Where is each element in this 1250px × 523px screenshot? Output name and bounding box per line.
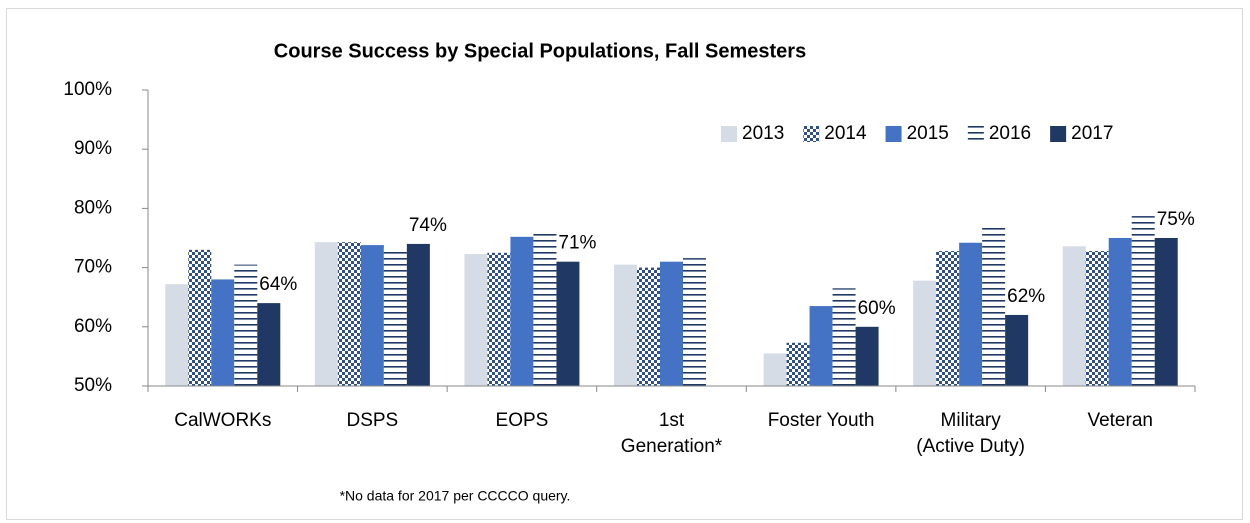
bar — [211, 279, 235, 386]
bar — [165, 284, 189, 386]
bar — [1108, 238, 1132, 386]
legend-swatch — [1050, 126, 1067, 142]
bar — [257, 303, 281, 386]
bar — [786, 342, 810, 386]
bar — [660, 261, 683, 386]
bar — [809, 306, 833, 386]
x-tick-label: DSPS — [346, 410, 399, 431]
bar — [487, 252, 511, 386]
bar — [1154, 238, 1178, 386]
bar — [936, 251, 960, 386]
bar — [614, 264, 637, 386]
data-label: 64% — [259, 274, 297, 295]
chart-title: Course Success by Special Populations, F… — [274, 40, 806, 62]
legend-swatch — [803, 126, 820, 142]
bar — [314, 242, 338, 386]
bar — [406, 243, 430, 386]
x-tick-label: Veteran — [1087, 410, 1153, 431]
legend-label: 2014 — [824, 123, 867, 144]
x-tick-label: Military (Active Duty) — [916, 410, 1026, 457]
legend-swatch — [885, 126, 902, 142]
bar — [683, 258, 706, 386]
bar — [637, 267, 660, 386]
bar — [360, 245, 384, 386]
bar — [234, 264, 258, 386]
legend-label: 2017 — [1071, 123, 1113, 144]
bar — [533, 232, 557, 386]
y-tick-label: 50% — [74, 375, 112, 396]
x-tick-label: EOPS — [495, 410, 549, 431]
bar — [337, 242, 361, 386]
data-label: 60% — [858, 298, 896, 319]
legend-swatch — [967, 126, 984, 142]
y-tick-label: 70% — [74, 257, 112, 278]
bar — [1062, 246, 1086, 386]
data-label: 71% — [558, 233, 596, 254]
bar — [763, 353, 787, 386]
bar — [556, 261, 580, 386]
bar — [913, 280, 937, 386]
bar — [1131, 216, 1155, 386]
y-tick-label: 60% — [74, 316, 112, 337]
footnote: *No data for 2017 per CCCCO query. — [340, 488, 571, 504]
data-label: 75% — [1157, 209, 1195, 230]
legend-label: 2013 — [742, 123, 784, 144]
data-label: 74% — [409, 215, 447, 236]
legend-swatch — [721, 126, 737, 142]
legend-label: 2015 — [907, 123, 949, 144]
bar — [832, 288, 856, 386]
bar — [959, 242, 983, 386]
bar — [1085, 251, 1109, 386]
legend-label: 2016 — [989, 123, 1031, 144]
x-tick-label: Foster Youth — [767, 410, 875, 431]
x-tick-label: CalWORKs — [174, 410, 272, 431]
bar — [1005, 314, 1029, 386]
bar — [188, 249, 212, 386]
y-tick-label: 90% — [74, 138, 112, 159]
data-label: 62% — [1007, 286, 1045, 307]
bar — [982, 224, 1006, 386]
bar — [510, 236, 534, 386]
bar — [855, 326, 879, 386]
y-tick-label: 80% — [74, 197, 112, 218]
bar — [383, 248, 407, 386]
bar — [464, 253, 488, 386]
frame — [6, 8, 1243, 520]
x-tick-label: 1st Generation* — [620, 410, 723, 457]
y-tick-label: 100% — [63, 79, 112, 100]
